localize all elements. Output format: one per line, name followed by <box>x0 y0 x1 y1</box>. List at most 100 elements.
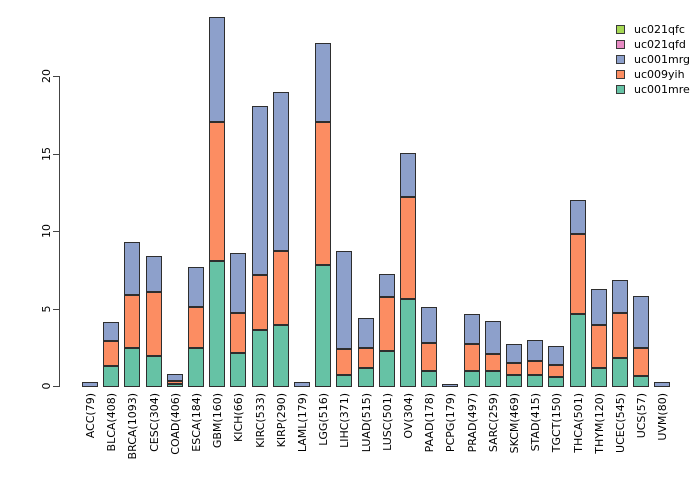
bar-segment <box>358 318 374 348</box>
bar-segment <box>252 106 268 275</box>
bar-segment <box>103 341 119 366</box>
x-axis-label: STAD(415) <box>529 393 542 452</box>
x-axis-label: BLCA(408) <box>105 393 118 452</box>
bar-segment <box>464 314 480 344</box>
bar-segment <box>146 356 162 387</box>
bar-segment <box>188 348 204 387</box>
bar-segment <box>612 313 628 358</box>
bar-segment <box>273 325 289 387</box>
x-axis-label: UVM(80) <box>656 393 669 441</box>
bar-segment <box>633 348 649 376</box>
bar-segment <box>548 365 564 377</box>
bar-segment <box>252 275 268 330</box>
x-axis-label: KIRC(533) <box>254 393 267 448</box>
bar-segment <box>400 299 416 387</box>
x-axis-label: GBM(160) <box>211 393 224 449</box>
y-tick <box>53 153 59 155</box>
bar-segment <box>485 354 501 371</box>
legend: uc021qfc uc021qfd uc001mrg uc009yih uc00… <box>616 22 690 97</box>
bar-segment <box>209 17 225 122</box>
bar-segment <box>273 92 289 251</box>
bar-segment <box>315 122 331 265</box>
x-axis-label: PRAD(497) <box>466 393 479 453</box>
legend-row: uc021qfc <box>616 22 690 37</box>
bar-segment <box>548 377 564 387</box>
y-tick-label: 5 <box>40 305 53 312</box>
bar-segment <box>633 296 649 348</box>
x-axis-label: SKCM(469) <box>508 393 521 454</box>
x-axis-label: LUAD(515) <box>360 393 373 453</box>
y-tick <box>53 231 59 232</box>
bar-segment <box>167 384 183 387</box>
bar-segment <box>591 325 607 368</box>
bar-segment <box>379 297 395 351</box>
legend-row: uc001mrg <box>616 52 690 67</box>
bar-segment <box>506 344 522 363</box>
bar-segment <box>527 375 543 387</box>
legend-swatch-uc021qfc <box>616 25 625 34</box>
bar-segment <box>612 280 628 313</box>
x-axis-label: PCPG(179) <box>444 393 457 453</box>
y-tick-label: 0 <box>40 382 53 390</box>
y-tick <box>53 386 59 387</box>
legend-swatch-uc001mre <box>616 85 625 94</box>
bar-segment <box>358 348 374 368</box>
bar-segment <box>442 384 458 387</box>
x-axis-label: PAAD(178) <box>423 393 436 453</box>
bar-segment <box>570 200 586 234</box>
bar-segment <box>570 314 586 387</box>
y-axis-line <box>59 76 60 387</box>
x-axis-label: LUSC(501) <box>381 393 394 451</box>
bar-segment <box>315 265 331 387</box>
legend-row: uc021qfd <box>616 37 690 52</box>
legend-label: uc021qfc <box>634 23 685 36</box>
bar-segment <box>485 321 501 354</box>
legend-label: uc001mrg <box>634 53 691 66</box>
bar-segment <box>506 363 522 375</box>
legend-swatch-uc009yih <box>616 70 625 79</box>
bar-segment <box>527 361 543 375</box>
bar-segment <box>485 371 501 387</box>
legend-label: uc001mre <box>634 83 690 96</box>
legend-row: uc009yih <box>616 67 690 82</box>
legend-label: uc009yih <box>634 68 685 81</box>
bar-segment <box>188 307 204 348</box>
x-axis-label: KICH(66) <box>232 393 245 442</box>
x-axis-label: ACC(79) <box>84 393 97 439</box>
x-axis-label: UCS(57) <box>635 393 648 439</box>
legend-label: uc021qfd <box>634 38 686 51</box>
x-axis-label: UCEC(545) <box>614 393 627 453</box>
bar-segment <box>124 242 140 295</box>
bar-segment <box>654 382 670 387</box>
bar-segment <box>464 371 480 387</box>
y-tick-label: 10 <box>40 224 53 238</box>
bar-segment <box>230 253 246 313</box>
y-tick-label: 20 <box>40 69 53 83</box>
bar-segment <box>548 346 564 365</box>
bar-segment <box>167 374 183 381</box>
legend-swatch-uc021qfd <box>616 40 625 49</box>
bar-segment <box>591 368 607 387</box>
bar-segment <box>209 122 225 261</box>
bar-segment <box>230 313 246 353</box>
bar-segment <box>336 251 352 349</box>
y-tick-label: 15 <box>40 146 53 161</box>
x-axis-label: ESCA(184) <box>190 393 203 452</box>
bar-segment <box>252 330 268 387</box>
bar-segment <box>591 289 607 325</box>
bar-segment <box>379 351 395 387</box>
x-axis-label: KIRP(290) <box>275 393 288 448</box>
bar-segment <box>336 349 352 375</box>
bar-segment <box>358 368 374 387</box>
bar-segment <box>379 274 395 297</box>
bar-segment <box>294 382 310 387</box>
bar-segment <box>103 366 119 387</box>
x-axis-label: LGG(516) <box>317 393 330 446</box>
y-tick <box>53 76 59 77</box>
bar-segment <box>82 382 98 387</box>
bar-segment <box>230 353 246 387</box>
bar-segment <box>273 251 289 325</box>
x-axis-label: THYM(120) <box>593 393 606 454</box>
bar-segment <box>103 322 119 341</box>
